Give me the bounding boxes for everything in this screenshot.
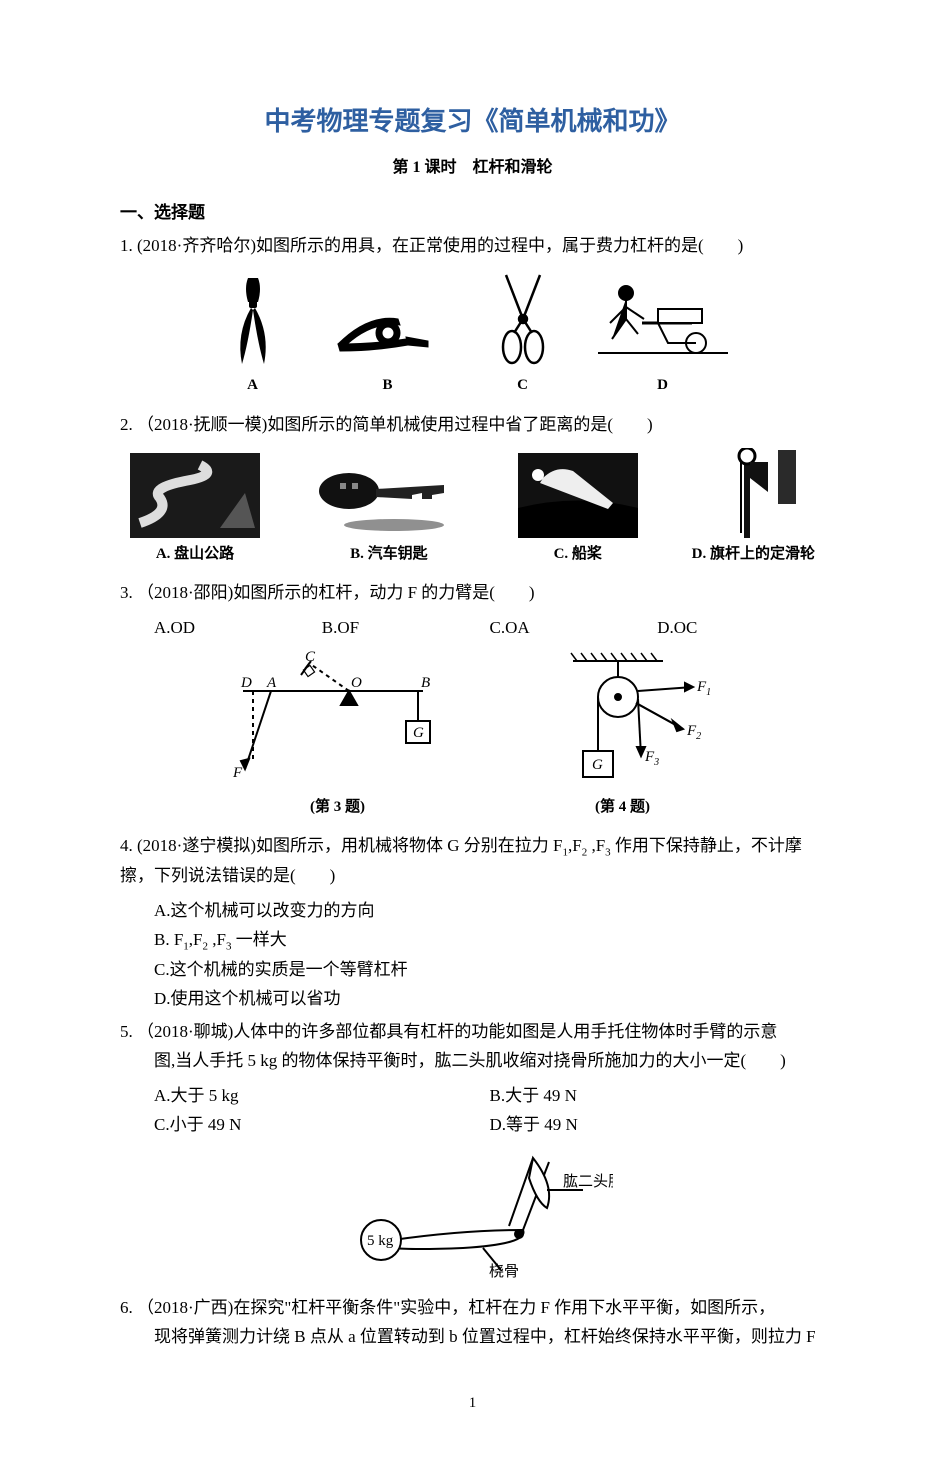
q2-fig-b: B. 汽车钥匙 bbox=[314, 463, 464, 568]
svg-text:F3: F3 bbox=[644, 749, 659, 768]
svg-text:D: D bbox=[240, 675, 252, 691]
q3-q4-figures: G D A C O B F bbox=[120, 651, 825, 821]
page-root: 中考物理专题复习《简单机械和功》 第 1 课时 杠杆和滑轮 一、选择题 1. (… bbox=[0, 0, 945, 1457]
q1-fig-d: D bbox=[598, 279, 728, 399]
q5-options: A.大于 5 kg B.大于 49 N C.小于 49 N D.等于 49 N bbox=[120, 1082, 825, 1140]
q3-opt-b: B.OF bbox=[322, 614, 490, 643]
pulley-diagram-icon: G F1 F2 F3 bbox=[523, 651, 723, 791]
car-key-icon bbox=[314, 463, 464, 538]
svg-text:O: O bbox=[351, 675, 362, 691]
q5-line1: 5. （2018·聊城)人体中的许多部位都具有杠杆的功能如图是人用手托住物体时手… bbox=[120, 1018, 825, 1047]
sub-title: 第 1 课时 杠杆和滑轮 bbox=[120, 154, 825, 181]
q4b-m2: ,F bbox=[208, 930, 226, 949]
svg-text:G: G bbox=[413, 725, 424, 741]
q2-text: 2. （2018·抚顺一模)如图所示的简单机械使用过程中省了距离的是( ) bbox=[120, 415, 653, 434]
main-title: 中考物理专题复习《简单机械和功》 bbox=[120, 100, 825, 144]
oar-icon bbox=[518, 453, 638, 538]
mountain-road-icon bbox=[130, 453, 260, 538]
q1-text: 1. (2018·齐齐哈尔)如图所示的用具，在正常使用的过程中，属于费力杠杆的是… bbox=[120, 236, 743, 255]
q2-label-a: A. 盘山公路 bbox=[130, 542, 260, 568]
svg-text:F2: F2 bbox=[686, 723, 701, 742]
q5-line2: 图,当人手托 5 kg 的物体保持平衡时，肱二头肌收缩对挠骨所施加力的大小一定(… bbox=[120, 1047, 825, 1076]
scissors-icon bbox=[488, 269, 558, 369]
q1-label-d: D bbox=[598, 373, 728, 399]
q2-fig-d: D. 旗杆上的定滑轮 bbox=[692, 448, 815, 568]
flag-pulley-icon bbox=[708, 448, 798, 538]
svg-text:5 kg: 5 kg bbox=[367, 1233, 394, 1249]
q1-figures: A B bbox=[120, 269, 825, 399]
svg-text:肱二头肌: 肱二头肌 bbox=[563, 1173, 613, 1190]
q5-opt-d: D.等于 49 N bbox=[490, 1111, 826, 1140]
question-3: 3. （2018·邵阳)如图所示的杠杆，动力 F 的力臂是( ) bbox=[120, 579, 825, 608]
question-1: 1. (2018·齐齐哈尔)如图所示的用具，在正常使用的过程中，属于费力杠杆的是… bbox=[120, 232, 825, 261]
q4-opt-c: C.这个机械的实质是一个等臂杠杆 bbox=[120, 956, 825, 985]
svg-text:B: B bbox=[421, 675, 430, 691]
wheelbarrow-icon bbox=[598, 279, 728, 369]
q3-text: 3. （2018·邵阳)如图所示的杠杆，动力 F 的力臂是( ) bbox=[120, 583, 535, 602]
q4b-head: B. F bbox=[154, 930, 183, 949]
q4-opt-b: B. F1,F2 ,F3 一样大 bbox=[120, 926, 825, 956]
q3-opt-a: A.OD bbox=[154, 614, 322, 643]
question-6: 6. （2018·广西)在探究"杠杆平衡条件"实验中，杠杆在力 F 作用下水平平… bbox=[120, 1294, 825, 1352]
q1-label-c: C bbox=[488, 373, 558, 399]
q2-fig-a: A. 盘山公路 bbox=[130, 453, 260, 568]
q5-figure: 5 kg 肱二头肌 桡骨 bbox=[333, 1148, 613, 1282]
q3-opt-d: D.OC bbox=[657, 614, 825, 643]
q2-label-d: D. 旗杆上的定滑轮 bbox=[692, 542, 815, 568]
q1-fig-b: B bbox=[328, 289, 448, 399]
q2-label-c: C. 船桨 bbox=[518, 542, 638, 568]
q2-figures: A. 盘山公路 B. 汽车钥匙 C. 船桨 bbox=[120, 448, 825, 568]
question-2: 2. （2018·抚顺一模)如图所示的简单机械使用过程中省了距离的是( ) bbox=[120, 411, 825, 440]
q4-figure: G F1 F2 F3 (第 4 题) bbox=[523, 651, 723, 821]
svg-text:A: A bbox=[266, 675, 277, 691]
q3-options: A.OD B.OF C.OA D.OC bbox=[120, 614, 825, 643]
q4-mid1: ,F bbox=[568, 836, 582, 855]
arm-lever-icon: 5 kg 肱二头肌 桡骨 bbox=[333, 1148, 613, 1278]
q5-opt-c: C.小于 49 N bbox=[154, 1111, 490, 1140]
q4-mid2: ,F bbox=[587, 836, 605, 855]
q6-line1: 6. （2018·广西)在探究"杠杆平衡条件"实验中，杠杆在力 F 作用下水平平… bbox=[120, 1294, 825, 1323]
q2-label-b: B. 汽车钥匙 bbox=[314, 542, 464, 568]
q4b-tail: 一样大 bbox=[231, 930, 286, 949]
q1-fig-a: A bbox=[218, 274, 288, 399]
question-4: 4. (2018·遂宁模拟)如图所示，用机械将物体 G 分别在拉力 F1,F2 … bbox=[120, 832, 825, 891]
q3-figure: G D A C O B F bbox=[223, 651, 453, 821]
pliers-icon bbox=[218, 274, 288, 369]
q4-caption: (第 4 题) bbox=[523, 795, 723, 821]
q5-opt-b: B.大于 49 N bbox=[490, 1082, 826, 1111]
q4-text-head: 4. (2018·遂宁模拟)如图所示，用机械将物体 G 分别在拉力 F bbox=[120, 836, 562, 855]
svg-text:F: F bbox=[232, 765, 243, 781]
q4-opt-a: A.这个机械可以改变力的方向 bbox=[120, 897, 825, 926]
nutcracker-icon bbox=[328, 289, 448, 369]
q4-opt-d: D.使用这个机械可以省功 bbox=[120, 985, 825, 1014]
svg-text:G: G bbox=[592, 757, 603, 773]
q5-figure-row: 5 kg 肱二头肌 桡骨 bbox=[120, 1148, 825, 1282]
question-5: 5. （2018·聊城)人体中的许多部位都具有杠杆的功能如图是人用手托住物体时手… bbox=[120, 1018, 825, 1076]
q2-fig-c: C. 船桨 bbox=[518, 453, 638, 568]
q1-label-a: A bbox=[218, 373, 288, 399]
q5-opt-a: A.大于 5 kg bbox=[154, 1082, 490, 1111]
section-heading: 一、选择题 bbox=[120, 199, 825, 228]
q3-caption: (第 3 题) bbox=[223, 795, 453, 821]
svg-text:桡骨: 桡骨 bbox=[489, 1263, 519, 1278]
q4b-m1: ,F bbox=[189, 930, 203, 949]
lever-diagram-icon: G D A C O B F bbox=[223, 651, 453, 791]
q1-label-b: B bbox=[328, 373, 448, 399]
q3-opt-c: C.OA bbox=[490, 614, 658, 643]
page-number: 1 bbox=[120, 1391, 825, 1417]
svg-text:F1: F1 bbox=[696, 679, 711, 698]
svg-text:C: C bbox=[305, 651, 316, 665]
q1-fig-c: C bbox=[488, 269, 558, 399]
